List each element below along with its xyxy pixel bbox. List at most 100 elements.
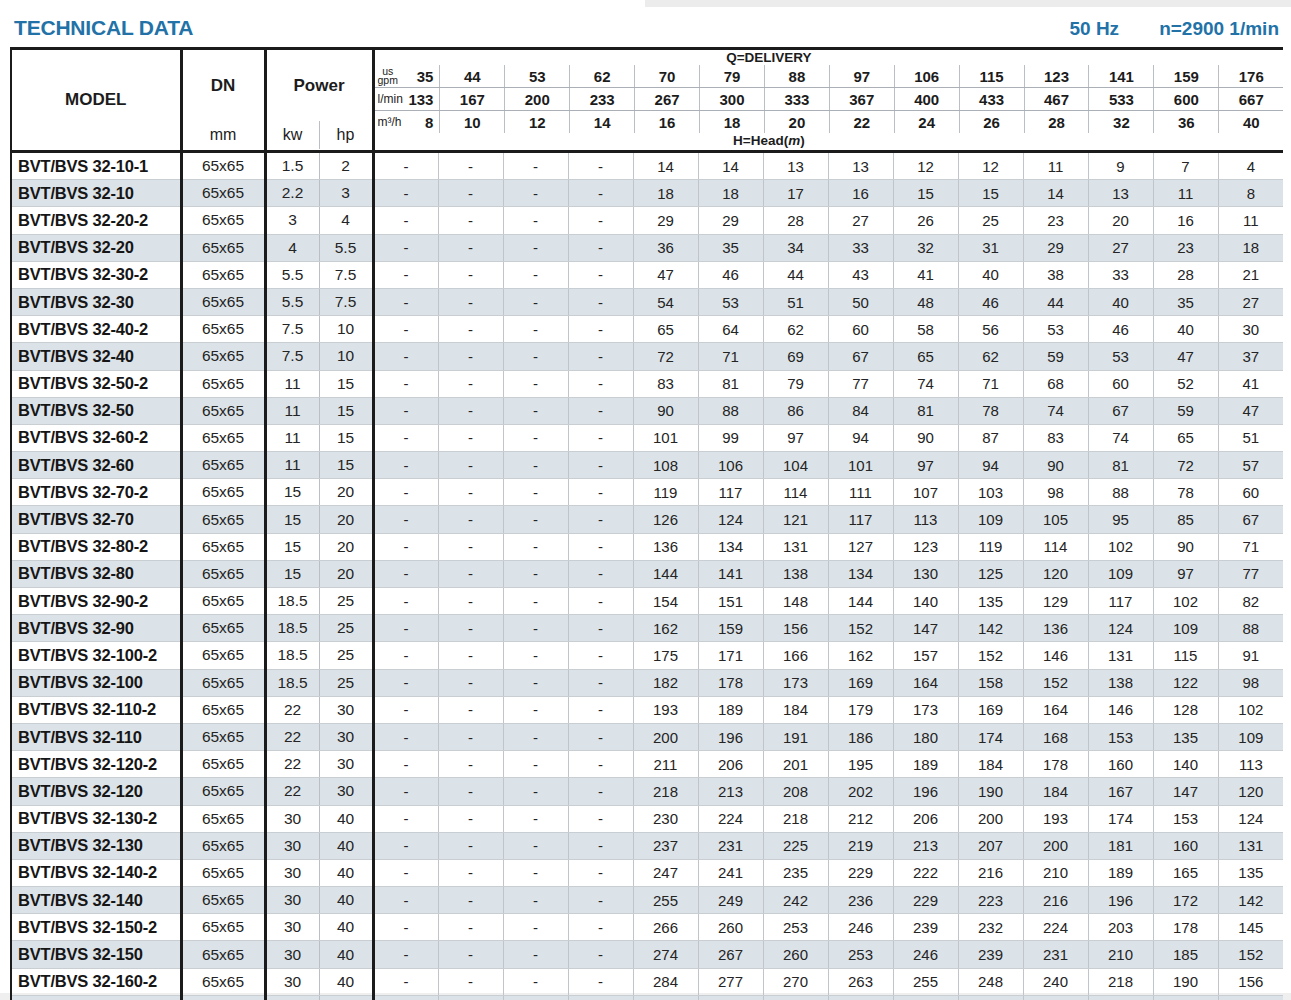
head-cell: 67	[1218, 506, 1283, 533]
head-cell: 218	[1088, 968, 1153, 995]
m3-h-row-value: 12	[504, 111, 569, 133]
head-cell: 27	[828, 207, 893, 234]
dn-cell: 65x65	[181, 832, 265, 859]
dn-cell: 65x65	[181, 180, 265, 207]
m3-h-row-value: 28	[1024, 111, 1089, 133]
model-cell: BVT/BVS 32-40-2	[11, 316, 181, 343]
head-cell: -	[373, 533, 438, 560]
head-cell: 193	[633, 696, 698, 723]
l-min-row-unit-label: l/min	[378, 92, 403, 106]
head-cell: 159	[698, 615, 763, 642]
head-cell: 44	[763, 261, 828, 288]
kw-cell: 18.5	[265, 669, 319, 696]
head-cell: -	[568, 533, 633, 560]
head-cell: -	[438, 506, 503, 533]
head-cell: 33	[1088, 261, 1153, 288]
hp-cell: 10	[319, 343, 373, 370]
model-cell: BVT/BVS 32-100-2	[11, 642, 181, 669]
kw-cell: 3	[265, 207, 319, 234]
head-cell: 18	[698, 180, 763, 207]
head-cell: 222	[893, 859, 958, 886]
head-cell: 28	[1153, 261, 1218, 288]
head-cell: 72	[1153, 452, 1218, 479]
head-cell: 196	[698, 723, 763, 750]
head-cell: 38	[1023, 261, 1088, 288]
head-cell: 32	[893, 234, 958, 261]
head-cell: 101	[633, 424, 698, 451]
dn-cell: 65x65	[181, 234, 265, 261]
head-cell: -	[568, 615, 633, 642]
head-cell: 59	[1023, 343, 1088, 370]
head-cell: -	[503, 723, 568, 750]
head-cell: -	[503, 424, 568, 451]
head-cell: -	[438, 207, 503, 234]
head-cell: 81	[1088, 452, 1153, 479]
head-cell: 101	[828, 452, 893, 479]
head-cell: 62	[958, 343, 1023, 370]
model-cell: BVT/BVS 32-80	[11, 560, 181, 587]
head-cell: 83	[633, 370, 698, 397]
head-cell: 20	[1088, 207, 1153, 234]
head-cell: 104	[763, 452, 828, 479]
head-cell: 224	[698, 805, 763, 832]
head-cell: -	[373, 316, 438, 343]
head-cell: 128	[1153, 696, 1218, 723]
l-min-row-value: 300	[699, 88, 764, 110]
head-cell: -	[568, 506, 633, 533]
head-cell: 23	[1153, 234, 1218, 261]
dn-cell: 65x65	[181, 859, 265, 886]
table-row: BVT/BVS 32-10065x6518.525----18217817316…	[11, 669, 1283, 696]
head-cell: -	[568, 778, 633, 805]
head-cell: 274	[633, 941, 698, 968]
table-body: BVT/BVS 32-10-165x651.52----141413131212…	[11, 152, 1283, 1000]
head-cell: 230	[633, 805, 698, 832]
head-cell: 242	[763, 887, 828, 914]
us-gpm-row-value: 159	[1153, 65, 1218, 87]
head-cell: 260	[763, 941, 828, 968]
kw-cell: 7.5	[265, 316, 319, 343]
table-row: BVT/BVS 32-100-265x6518.525----175171166…	[11, 642, 1283, 669]
head-cell: 229	[828, 859, 893, 886]
us-gpm-row: usgpm3544536270798897106115123141159176	[375, 65, 1284, 87]
head-cell: 105	[1023, 506, 1088, 533]
head-cell: 126	[633, 506, 698, 533]
m3-h-row-value: 32	[1088, 111, 1153, 133]
us-gpm-row-unit-label: usgpm	[378, 67, 398, 85]
head-cell: 262	[893, 995, 958, 1000]
head-cell: 210	[1023, 859, 1088, 886]
head-cell: 178	[698, 669, 763, 696]
head-cell: -	[438, 642, 503, 669]
head-cell: -	[438, 778, 503, 805]
head-cell: 67	[1088, 397, 1153, 424]
head-cell: 254	[958, 995, 1023, 1000]
head-cell: 190	[1153, 968, 1218, 995]
model-cell: BVT/BVS 32-90-2	[11, 588, 181, 615]
model-cell: BVT/BVS 32-130-2	[11, 805, 181, 832]
l-min-row-value: 400	[894, 88, 959, 110]
head-cell: 102	[1153, 588, 1218, 615]
head-cell: 135	[958, 588, 1023, 615]
head-cell: 211	[633, 751, 698, 778]
head-cell: 120	[1218, 778, 1283, 805]
model-cell: BVT/BVS 32-150	[11, 941, 181, 968]
head-cell: -	[373, 995, 438, 1000]
head-cell: 267	[698, 941, 763, 968]
kw-cell: 22	[265, 778, 319, 805]
kw-cell: 30	[265, 941, 319, 968]
head-cell: 127	[828, 533, 893, 560]
kw-cell: 30	[265, 805, 319, 832]
head-cell: 21	[1218, 261, 1283, 288]
head-cell: 60	[828, 316, 893, 343]
head-cell: 34	[763, 234, 828, 261]
head-cell: 74	[1088, 424, 1153, 451]
head-cell: 114	[1023, 533, 1088, 560]
head-cell: -	[373, 887, 438, 914]
head-cell: 98	[1023, 479, 1088, 506]
head-cell: 174	[958, 723, 1023, 750]
model-cell: BVT/BVS 32-150-2	[11, 914, 181, 941]
kw-cell: 18.5	[265, 642, 319, 669]
hp-cell: 15	[319, 370, 373, 397]
head-cell: -	[438, 696, 503, 723]
head-cell: 26	[893, 207, 958, 234]
head-cell: 94	[958, 452, 1023, 479]
